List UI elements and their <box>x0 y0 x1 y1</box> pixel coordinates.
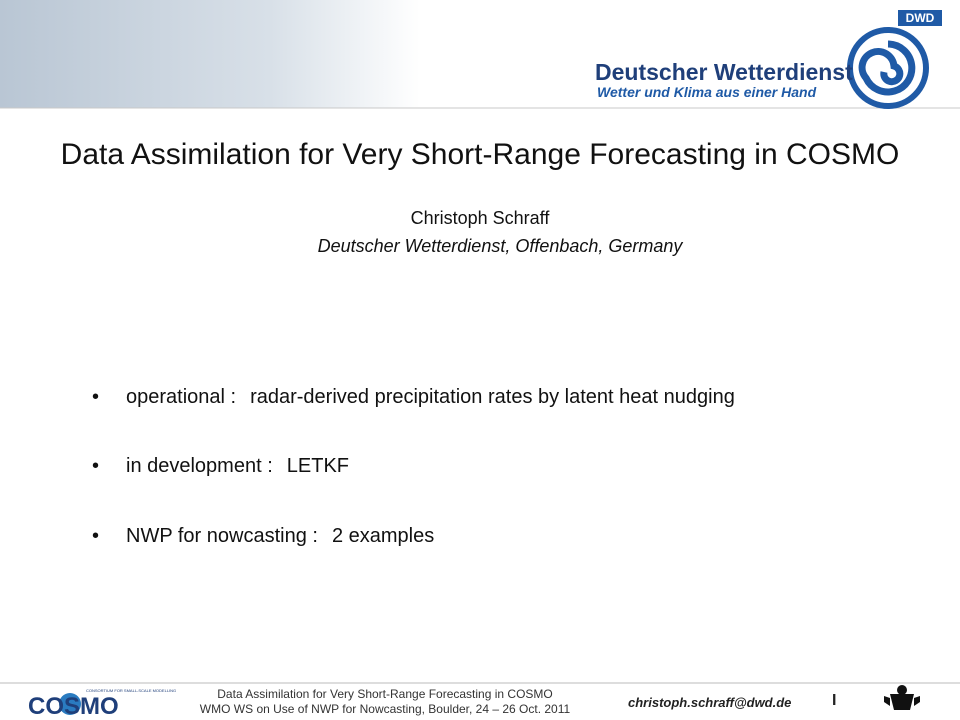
bullet: • NWP for nowcasting :2 examples <box>92 525 435 547</box>
logo-name: Deutscher Wetterdienst <box>595 59 853 85</box>
bullet-text: LETKF <box>286 455 350 477</box>
federal-eagle <box>884 685 920 710</box>
page-number: I <box>832 692 837 709</box>
bullet: • operational : radar-derived precipitatio… <box>92 386 735 408</box>
cosmo-globe <box>59 693 81 715</box>
dwd-emblem <box>847 10 942 109</box>
bullet-text: radar-derived precipitation rates by lat… <box>250 386 735 408</box>
footer-line: WMO WS on Use of NWP for Nowcasting, Bou… <box>199 702 571 716</box>
author: Christoph Schraff <box>410 208 550 228</box>
cosmo-small: CONSORTIUM FOR SMALL-SCALE MODELLING <box>86 688 176 693</box>
logo-abbr: DWD <box>906 11 935 25</box>
cosmo-logo: COSMO <box>28 693 119 720</box>
bullet-label: in development : <box>126 455 273 477</box>
logo-tagline: Wetter und Klima aus einer Hand <box>597 84 817 100</box>
bullet-label: operational : <box>126 386 237 408</box>
bullet-label: NWP for nowcasting : <box>126 525 318 547</box>
title: Data Assimilation for Very Short-Range F… <box>60 138 900 171</box>
bullet-text: 2 examples <box>331 525 435 547</box>
footer-email: christoph.schraff@dwd.de <box>628 695 792 710</box>
affiliation: Deutscher Wetterdienst, Offenbach, Germa… <box>317 236 683 256</box>
footer-line: Data Assimilation for Very Short-Range F… <box>217 687 553 701</box>
header-band <box>0 0 600 108</box>
bullet: • in development : LETKF <box>92 455 350 477</box>
